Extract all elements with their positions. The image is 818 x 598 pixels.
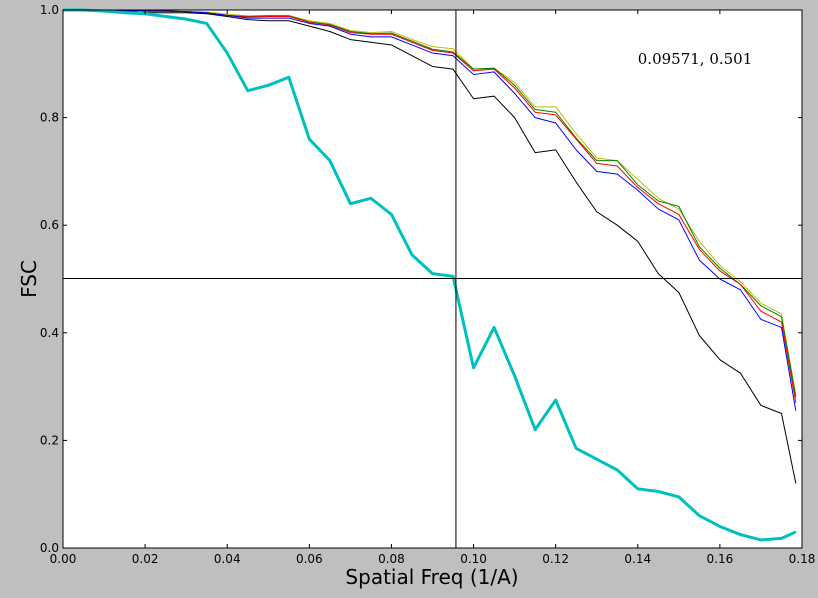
y-tick-label: 0.4 — [40, 326, 59, 340]
x-tick-label: 0.08 — [378, 552, 405, 566]
x-tick-label: 0.04 — [214, 552, 241, 566]
x-tick-label: 0.12 — [542, 552, 569, 566]
x-tick-label: 0.14 — [624, 552, 651, 566]
x-tick-label: 0.18 — [789, 552, 816, 566]
plot-area — [63, 10, 802, 548]
y-tick-label: 0.0 — [40, 541, 59, 555]
y-tick-label: 1.0 — [40, 3, 59, 17]
y-tick-label: 0.2 — [40, 433, 59, 447]
x-tick-label: 0.06 — [296, 552, 323, 566]
plot-frame — [62, 9, 803, 549]
series-line — [63, 8, 797, 542]
x-tick-label: 0.00 — [50, 552, 77, 566]
x-tick-label: 0.02 — [132, 552, 159, 566]
annotation: 0.09571, 0.501 — [638, 50, 753, 68]
series-line — [63, 9, 797, 484]
y-tick-label: 0.8 — [40, 111, 59, 125]
x-axis-label: Spatial Freq (1/A) — [345, 565, 518, 589]
y-tick-label: 0.6 — [40, 218, 59, 232]
series-line — [63, 9, 797, 411]
y-axis-label: FSC — [17, 260, 41, 298]
x-tick-label: 0.16 — [707, 552, 734, 566]
x-tick-label: 0.10 — [460, 552, 487, 566]
